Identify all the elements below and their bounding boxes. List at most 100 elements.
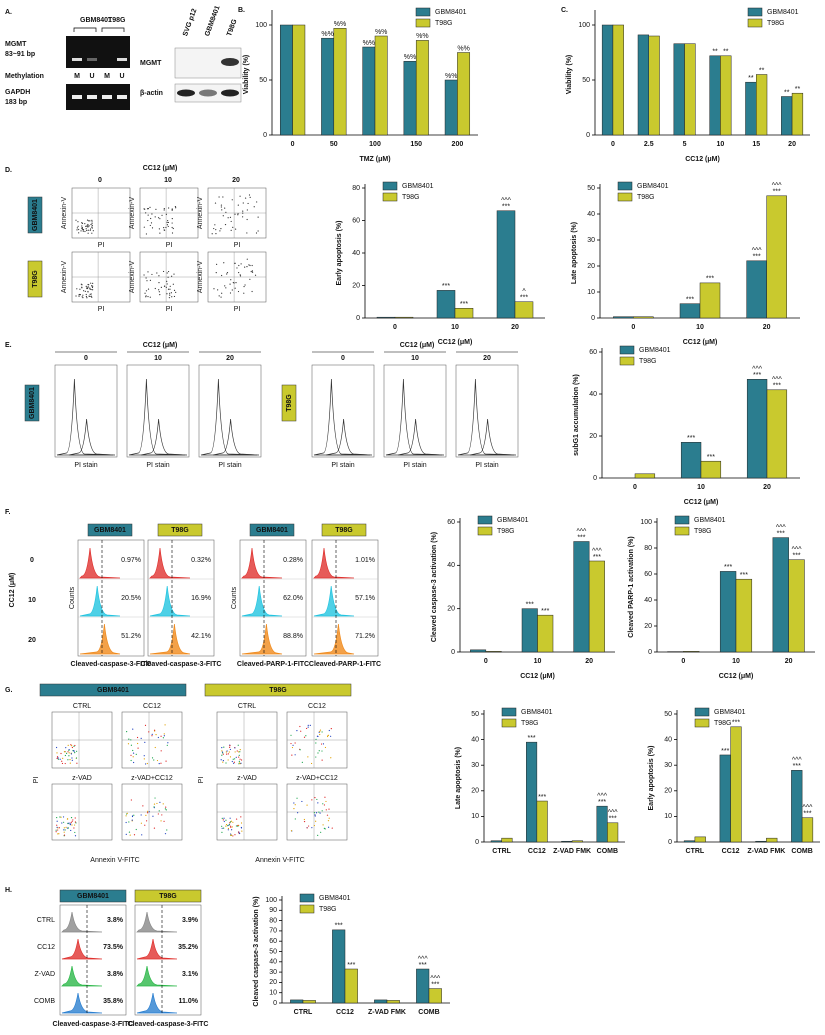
histogram — [61, 938, 103, 960]
event-dot — [160, 286, 162, 288]
bar — [588, 560, 605, 653]
condition-label: COMB — [34, 998, 55, 1005]
event-dot — [91, 223, 93, 225]
significance-label: ^^^ — [772, 377, 783, 384]
event-dot — [166, 272, 168, 274]
y-tick-label: 0 — [593, 475, 597, 482]
percent-label: 35.8% — [103, 998, 124, 1005]
event-dot — [65, 826, 67, 828]
event-dot — [241, 830, 243, 832]
event-dot — [82, 294, 84, 296]
event-dot — [70, 822, 72, 824]
legend-swatch — [674, 526, 690, 536]
event-dot — [92, 230, 94, 232]
event-dot — [73, 750, 75, 752]
legend-label: T98G — [402, 194, 420, 201]
cell-line-label: GBM8401 — [29, 387, 36, 419]
event-dot — [327, 734, 329, 736]
legend-label: GBM8401 — [637, 183, 669, 190]
event-dot — [223, 746, 225, 748]
event-dot — [322, 743, 325, 745]
significance-label: %% — [404, 54, 416, 61]
x-tick-label: CC12 — [722, 848, 740, 855]
event-dot — [222, 761, 224, 763]
significance-label: ** — [784, 89, 790, 96]
event-dot — [165, 226, 167, 229]
event-dot — [253, 206, 255, 208]
x-tick-label: 150 — [410, 141, 422, 148]
y-tick-label: 80 — [352, 185, 360, 192]
x-tick-label: 10 — [732, 658, 740, 665]
event-dot — [227, 753, 229, 755]
y-tick-label: 80 — [269, 917, 277, 924]
event-dot — [251, 264, 253, 267]
event-dot — [166, 224, 169, 226]
event-dot — [235, 282, 237, 284]
bar — [673, 43, 685, 136]
x-tick-label: 15 — [752, 141, 760, 148]
axis-label: Cleaved-PARP-1-FITC — [309, 661, 381, 668]
axis-label: Annexin-V — [197, 197, 204, 230]
event-dot — [220, 759, 222, 761]
event-dot — [233, 761, 235, 763]
event-dot — [321, 731, 323, 733]
event-dot — [128, 821, 130, 823]
event-dot — [235, 825, 238, 827]
event-dot — [145, 814, 147, 817]
event-dot — [235, 228, 237, 230]
event-dot — [154, 730, 156, 732]
significance-label: ^^^ — [608, 810, 619, 817]
event-dot — [221, 825, 223, 827]
y-tick-label: 50 — [269, 948, 277, 955]
event-dot — [224, 207, 226, 209]
event-dot — [70, 829, 72, 832]
event-dot — [211, 233, 213, 235]
event-dot — [231, 199, 233, 201]
histogram — [469, 418, 515, 456]
y-tick-label: 60 — [447, 519, 455, 526]
cell-line-label: T98G — [32, 270, 39, 288]
event-dot — [143, 226, 145, 228]
event-dot — [89, 293, 91, 296]
event-dot — [221, 274, 223, 277]
significance-label: ^^^ — [597, 793, 608, 800]
event-dot — [86, 225, 88, 227]
event-dot — [163, 208, 165, 210]
event-dot — [59, 816, 61, 818]
legend-label: GBM8401 — [767, 9, 799, 16]
significance-label: ^ — [522, 289, 526, 296]
bar — [490, 840, 502, 843]
event-dot — [242, 212, 244, 214]
panel-label: H. — [5, 887, 12, 894]
bar — [573, 541, 590, 653]
event-dot — [328, 729, 330, 732]
event-dot — [125, 833, 127, 835]
event-dot — [171, 296, 173, 298]
event-dot — [62, 816, 65, 818]
event-dot — [144, 208, 146, 210]
event-dot — [164, 808, 167, 810]
bar — [766, 195, 787, 319]
event-dot — [91, 232, 93, 234]
x-tick-label: CTRL — [686, 848, 705, 855]
event-dot — [70, 753, 73, 755]
event-dot — [230, 834, 233, 836]
bar — [791, 770, 803, 843]
event-dot — [162, 270, 165, 273]
percent-label: 73.5% — [103, 944, 124, 951]
blot-label: MGMT — [140, 60, 162, 67]
event-dot — [246, 266, 248, 268]
bar — [386, 1000, 400, 1004]
event-dot — [158, 282, 160, 284]
histogram — [241, 623, 283, 655]
histogram — [241, 585, 283, 617]
panel-label: D. — [5, 167, 12, 174]
event-dot — [213, 227, 215, 230]
event-dot — [76, 229, 78, 231]
event-dot — [306, 727, 308, 730]
event-dot — [238, 760, 240, 763]
legend-label: T98G — [497, 528, 515, 535]
event-dot — [248, 264, 250, 266]
dose-label: 20 — [232, 177, 240, 184]
